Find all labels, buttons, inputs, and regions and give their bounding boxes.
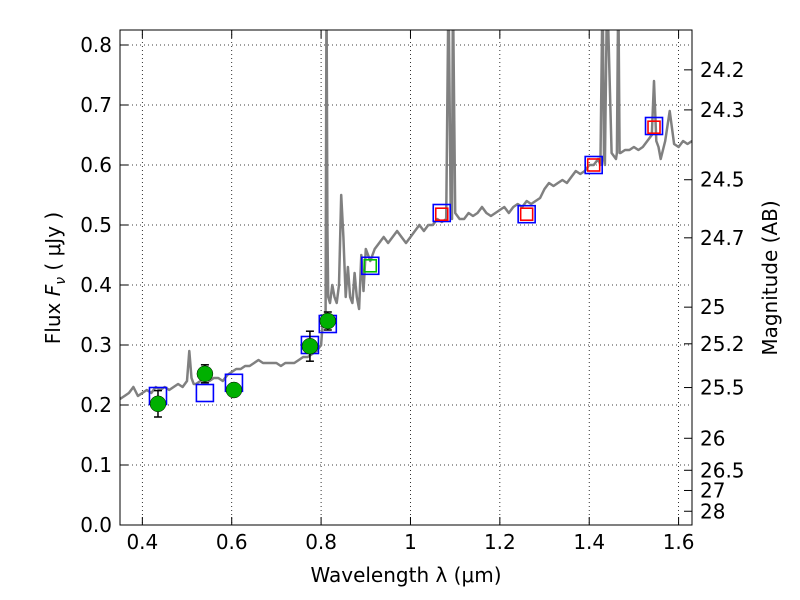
y-tick-label-0: 0.0: [80, 513, 112, 537]
y-axis-title-right: Magnitude (AB): [758, 200, 782, 355]
y-tick-label-8: 0.8: [80, 33, 112, 57]
model-flux-red-boxes: [434, 120, 661, 221]
x-tick-label-4: 1.2: [484, 530, 516, 554]
blue-box-5: [360, 256, 380, 276]
x-tick-label-3: 1: [404, 530, 417, 554]
right-tick-label-9: 27: [700, 478, 725, 502]
y-tick-label-3: 0.3: [80, 333, 112, 357]
blue-box-6: [432, 203, 452, 223]
x-tick-label-2: 0.8: [305, 530, 337, 554]
blue-box-9: [644, 116, 664, 136]
right-tick-label-2: 24.5: [700, 168, 745, 192]
y-axis-title-subscript: ν: [53, 277, 69, 285]
right-tick-label-4: 25: [700, 295, 725, 319]
blue-box-7: [517, 204, 536, 224]
right-tick-label-3: 24.7: [700, 226, 745, 250]
photometry-point-0: [149, 395, 167, 413]
y-tick-label-4: 0.4: [80, 273, 112, 297]
y-tick-label-1: 0.1: [80, 453, 112, 477]
x-tick-label-6: 1.6: [663, 530, 695, 554]
right-tick-label-1: 24.3: [700, 98, 745, 122]
right-tick-label-6: 25.5: [700, 376, 745, 400]
x-tick-labels: 0.4 0.6 0.8 1 1.2 1.4 1.6: [126, 530, 694, 554]
red-box-2: [586, 158, 601, 172]
right-tick-label-5: 25.2: [700, 332, 745, 356]
photometry-point-1: [196, 365, 214, 383]
red-box-3: [647, 120, 661, 134]
right-tick-label-7: 26: [700, 426, 725, 450]
plot-frame: [119, 29, 693, 526]
y-tick-label-7: 0.7: [80, 93, 112, 117]
y-tick-label-5: 0.5: [80, 213, 112, 237]
right-tick-label-10: 28: [700, 499, 725, 523]
blue-box-1: [195, 383, 215, 403]
y-axis-title-symbol: F: [41, 284, 65, 296]
photometry-point-3: [301, 337, 319, 355]
y-tick-label-6: 0.6: [80, 153, 112, 177]
photometry-point-2: [225, 381, 243, 399]
x-tick-label-1: 0.6: [216, 530, 248, 554]
plot-area: [120, 30, 692, 418]
y-tick-labels: 0.0 0.1 0.2 0.3 0.4 0.5 0.6 0.7 0.8: [80, 33, 112, 537]
model-flux-green-boxes: [363, 258, 378, 273]
x-axis-title: Wavelength λ (μm): [310, 563, 501, 587]
y-axis-title-prefix: Flux: [41, 296, 65, 344]
red-box-0: [434, 207, 449, 221]
green-box-0: [363, 258, 378, 273]
y-tick-label-2: 0.2: [80, 393, 112, 417]
x-tick-label-5: 1.4: [573, 530, 605, 554]
right-tick-label-0: 24.2: [700, 58, 745, 82]
photometry-points: [149, 311, 337, 418]
model-flux-blue-boxes: [148, 116, 664, 406]
photometry-point-4: [319, 312, 337, 330]
axis-ticks: [120, 30, 692, 526]
y-axis-title-suffix: ( μJy ): [41, 212, 65, 277]
x-tick-label-0: 0.4: [126, 530, 158, 554]
red-box-1: [519, 207, 534, 221]
right-tick-label-8: 26.5: [700, 458, 745, 482]
blue-box-8: [584, 155, 603, 175]
y-axis-title-left: Flux Fν ( μJy ): [41, 212, 69, 344]
